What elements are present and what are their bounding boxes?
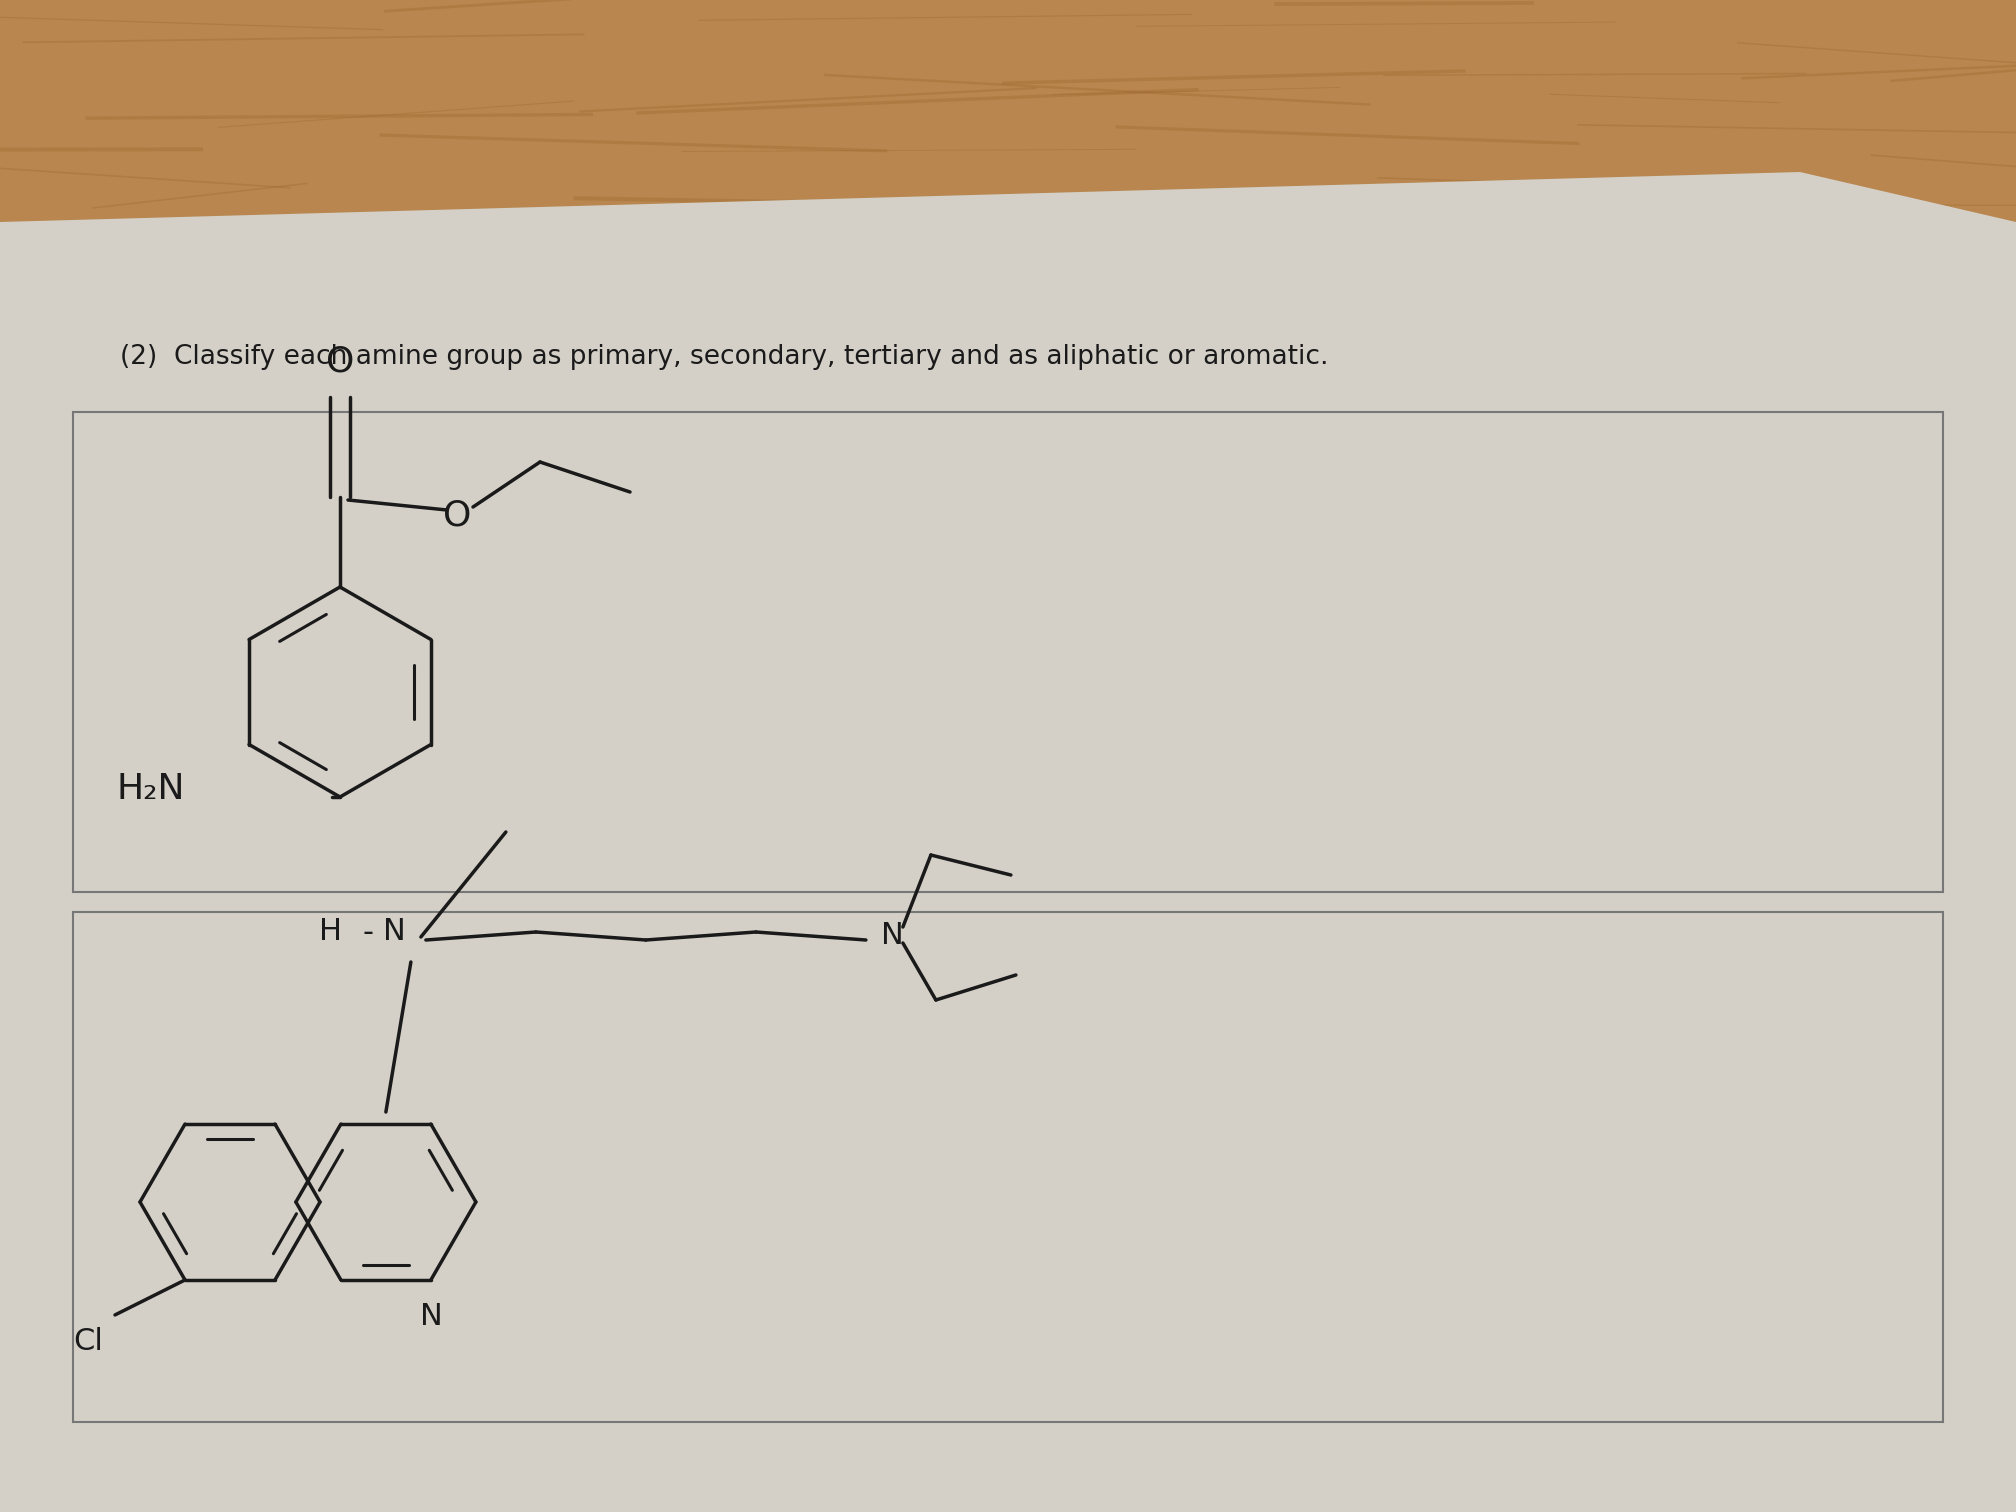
Bar <box>0 222 2016 1512</box>
Text: -: - <box>363 918 373 947</box>
Text: O: O <box>444 497 472 532</box>
Bar <box>0 0 2016 411</box>
Polygon shape <box>0 172 2016 1512</box>
Bar <box>73 912 1943 1421</box>
Text: N: N <box>881 921 903 950</box>
Text: O: O <box>327 345 355 380</box>
Text: N: N <box>419 1302 442 1331</box>
Bar <box>73 411 1943 892</box>
Text: (2)  Classify each amine group as primary, secondary, tertiary and as aliphatic : (2) Classify each amine group as primary… <box>121 345 1329 370</box>
Text: Cl: Cl <box>73 1328 103 1356</box>
Text: N: N <box>383 918 405 947</box>
Text: H: H <box>319 918 343 947</box>
Text: H₂N: H₂N <box>117 773 185 806</box>
